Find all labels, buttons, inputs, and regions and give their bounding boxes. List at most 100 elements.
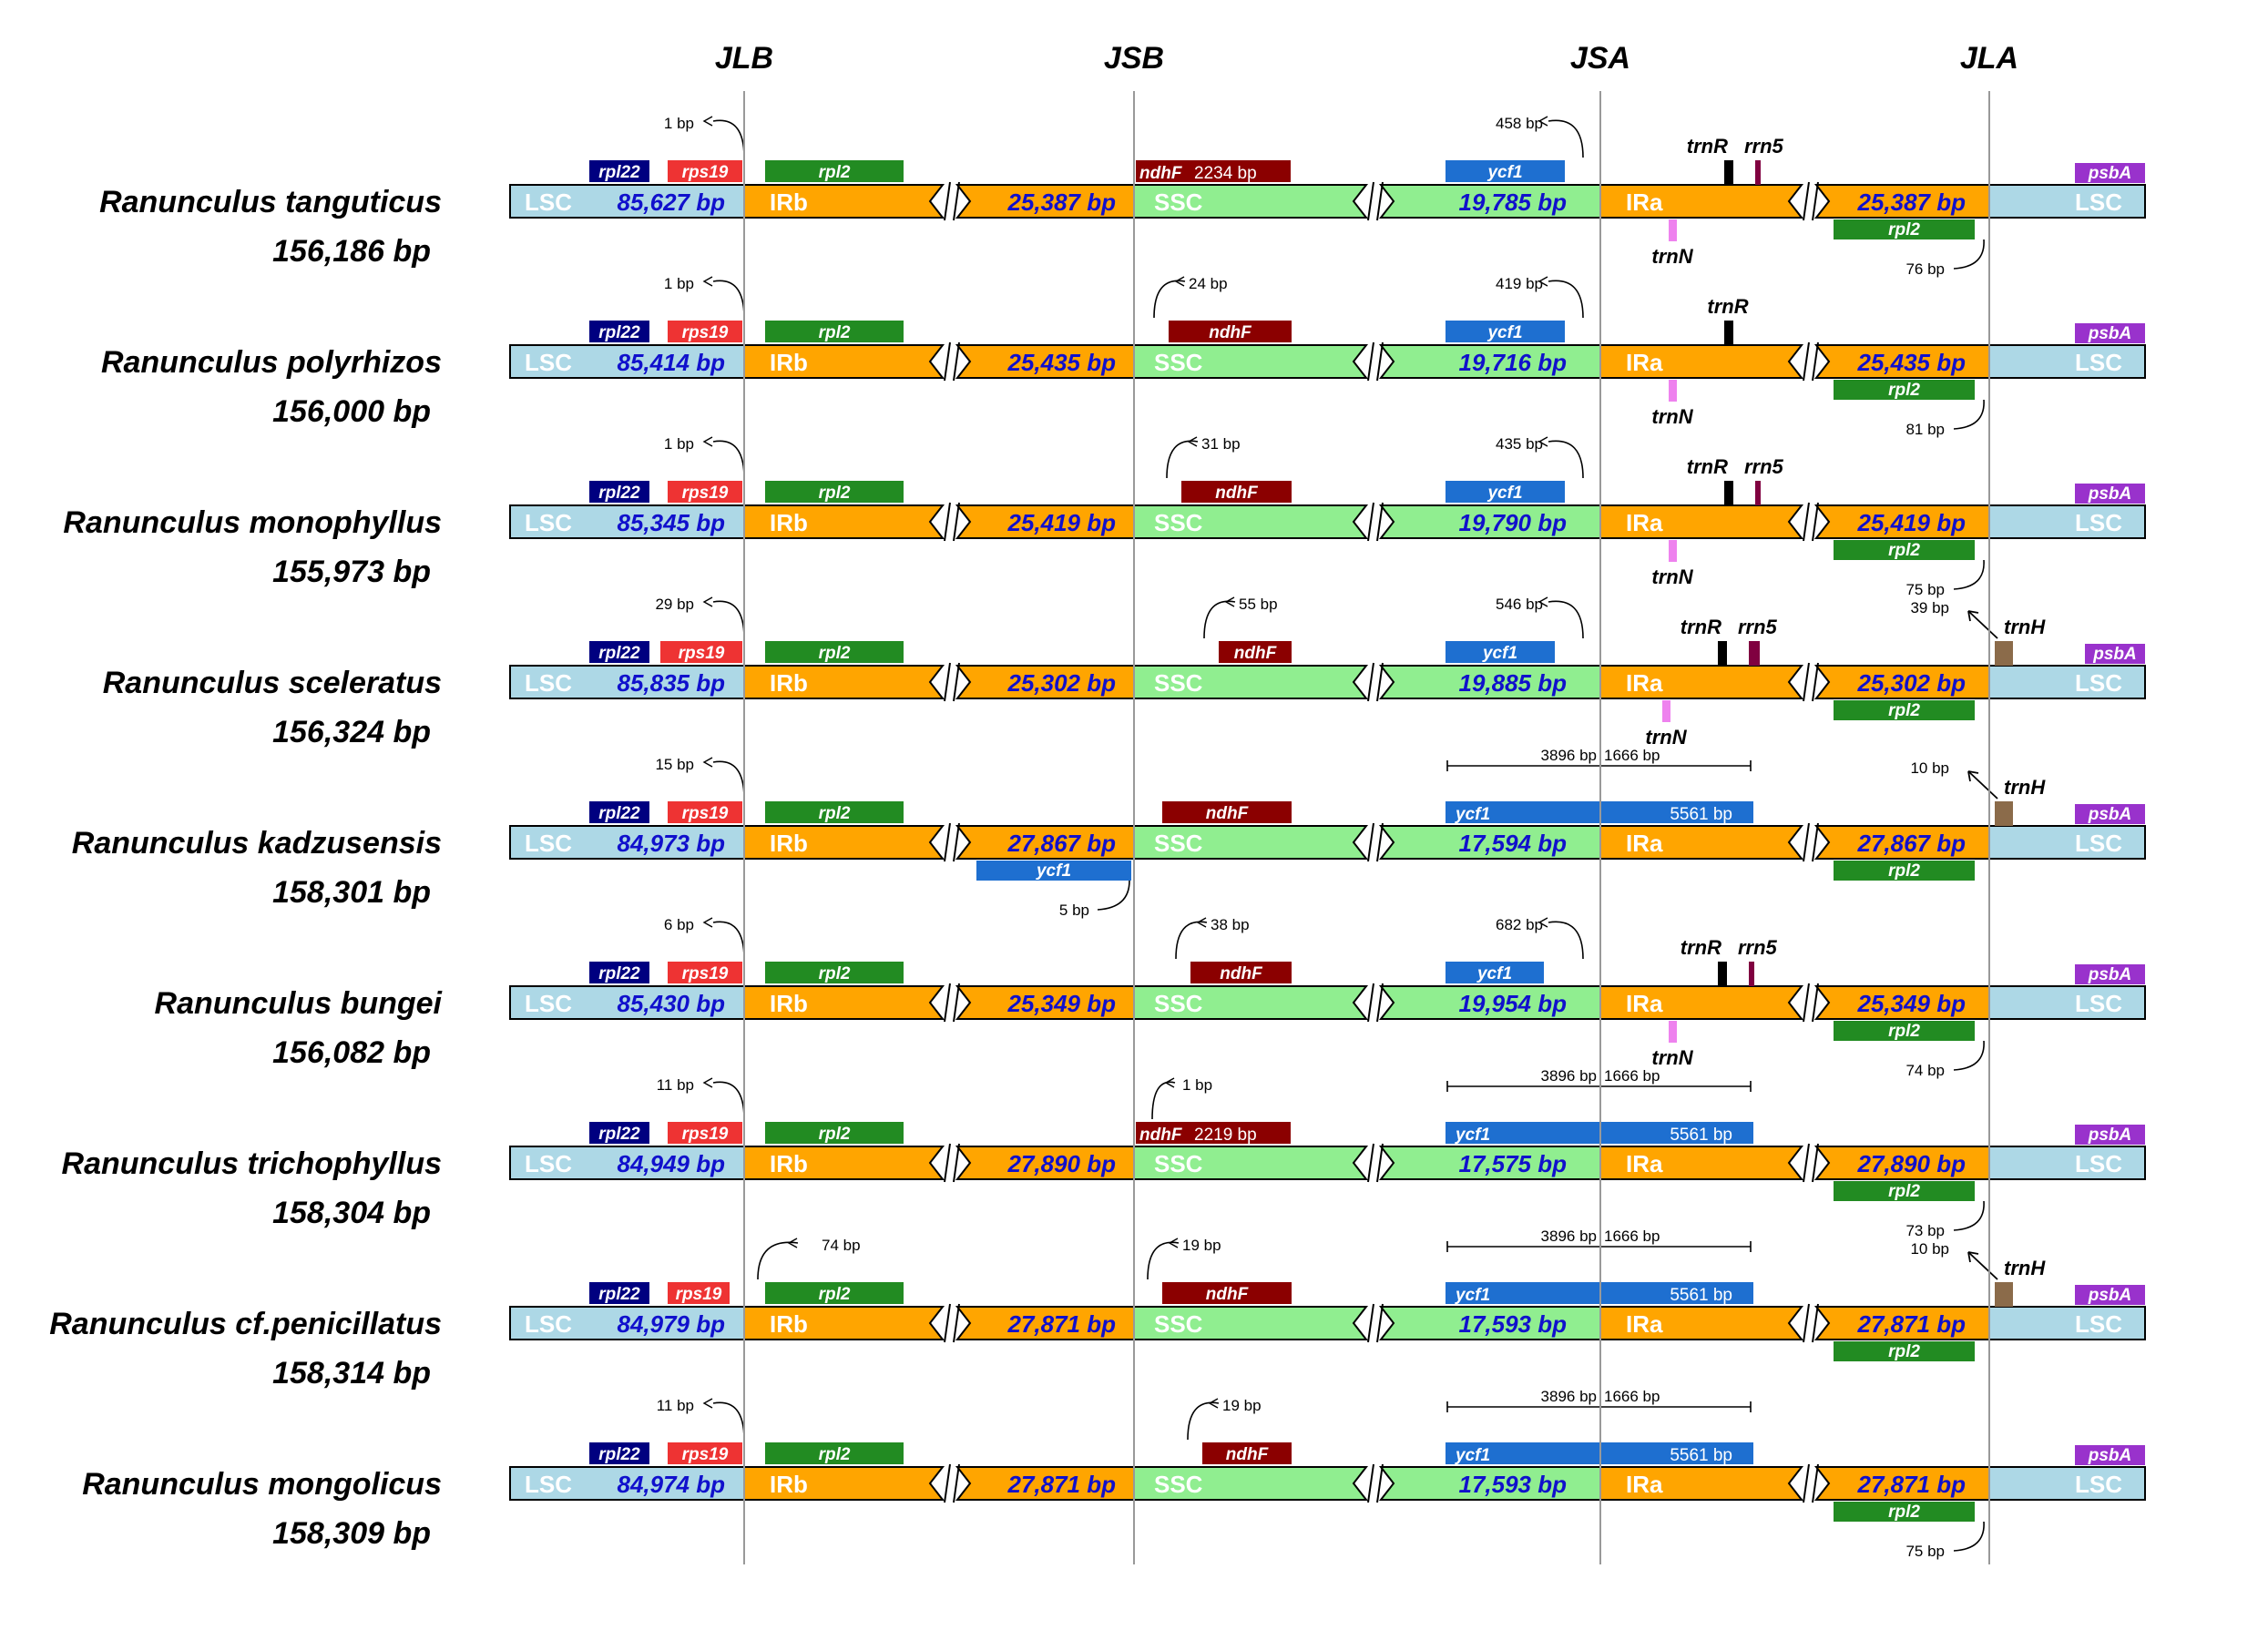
irb-label: IRb [770,1310,808,1338]
ndhf-distance-arrow [1203,600,1236,639]
rps19-gene-label: rps19 [682,1445,729,1464]
ndhf-distance-arrowhead [1174,276,1185,287]
rpl22-gene-label: rpl22 [598,964,640,983]
break-mark [1367,822,1374,862]
rpl22-gene [589,160,649,182]
ira-label: IRa [1626,830,1663,857]
lsc-label: LSC [525,1150,572,1177]
ycf1-gene [1446,321,1565,342]
lsc-label-right: LSC [2075,349,2122,376]
ssc-length: 17,593 bp [1458,1471,1567,1498]
break-mark [1803,1143,1810,1183]
rps19-distance-arrow [712,1081,745,1120]
junction-label-jsb: JSB [1104,41,1164,76]
irb-length: 27,890 bp [1006,1150,1116,1177]
lsc-label-right: LSC [2075,188,2122,216]
psba-gene [2075,1125,2145,1145]
lsc-length: 84,949 bp [617,1150,725,1177]
rps19-gene [668,962,742,983]
break-mark [1812,822,1819,862]
ira-label: IRa [1626,669,1663,697]
ycf1-distance-arrowhead [1538,116,1548,127]
irb-label: IRb [770,349,808,376]
rpl22-gene [589,481,649,503]
ycf1-distance-arrow [1548,921,1584,960]
psba-gene [2075,1285,2145,1305]
break-mark [944,1463,951,1503]
break-mark [1376,181,1384,221]
ycf1-distance-arrow [1548,280,1584,319]
rpl2-distance-bp: 76 bp [1905,260,1945,278]
break-mark [953,502,960,542]
rpl22-gene-label: rpl22 [598,163,640,182]
rps19-distance-arrow [712,921,745,960]
ndhf-gene [1162,801,1292,823]
psba-gene-label: psbA [2088,324,2132,343]
break-mark [1367,1143,1374,1183]
trnh-arrow [1967,1251,1998,1280]
lsc-segment-left [509,1466,745,1501]
trnn-label: trnN [1651,245,1693,268]
rpl2-gene-ira-label: rpl2 [1888,701,1920,720]
lsc-segment-left [509,184,745,219]
rps19-distance-bp: 1 bp [664,115,694,132]
rps19-distance-arrow [712,1401,745,1441]
species-row: Ranunculus bungei 156,082 bp LSC 85,430 bp I… [155,916,2146,1079]
trnn-gene [1669,1021,1677,1043]
ndhf-gene [1162,1282,1292,1304]
rps19-distance-arrowhead [702,436,713,447]
rpl2-distance-arrow [1953,239,1985,270]
break-mark [1367,983,1374,1023]
rps19-gene [660,641,742,663]
psba-gene-label: psbA [2088,164,2132,183]
rrn5-label: rrn5 [1744,455,1784,478]
trnh-arrow [1967,610,1998,639]
ycf1-distance-bp: 458 bp [1496,115,1543,132]
rpl2-gene-irb [765,1122,904,1144]
ssc-length: 19,785 bp [1458,188,1567,216]
ira-length: 25,349 bp [1856,990,1966,1017]
rpl2-distance-bp: 74 bp [1905,1062,1945,1079]
rpl22-gene [589,962,649,983]
ssc-length: 19,885 bp [1458,669,1567,697]
irb-label: IRb [770,990,808,1017]
rps19-gene [668,481,742,503]
ssc-length: 19,716 bp [1458,349,1567,376]
ycf1-pseudo-arrow [1097,880,1130,911]
species-row: Ranunculus cf.penicillatus 158,314 bp LSC 8… [49,1228,2146,1391]
break-mark [953,181,960,221]
ira-segment-2 [1813,985,1990,1020]
rpl2-gene-irb [765,1442,904,1464]
species-name: Ranunculus cf.penicillatus [49,1307,442,1341]
irb-label: IRb [770,669,808,697]
ndhf-distance-arrow [1175,921,1208,960]
lsc-label: LSC [525,1310,572,1338]
irb-length: 27,871 bp [1006,1471,1116,1498]
ssc-segment-2 [1378,1306,1601,1340]
ycf1-label: ycf1 [1455,805,1490,824]
break-mark [1367,341,1374,382]
ndhf-gene-label: ndhF [1220,964,1263,983]
lsc-segment-left [509,985,745,1020]
trnr-gene [1718,641,1727,666]
ssc-length: 19,790 bp [1458,509,1567,536]
rpl2-gene-irb-label: rpl2 [819,1285,851,1304]
species-row: Ranunculus polyrhizos 156,000 bp LSC 85,414… [101,275,2146,438]
rpl2-distance-arrow [1953,559,1985,590]
ira-label: IRa [1626,188,1663,216]
rps19-distance-bp: 1 bp [664,435,694,453]
genome-size: 158,301 bp [272,875,431,910]
ira-segment-2 [1813,665,1990,699]
ndhf-distance-bp: 19 bp [1222,1397,1262,1414]
ssc-label: SSC [1154,830,1203,857]
ssc-segment-2 [1378,1146,1601,1180]
genome-size: 158,304 bp [272,1196,431,1230]
lsc-label-right: LSC [2075,1471,2122,1498]
rps19-gene-label: rps19 [682,484,729,503]
ndhf-label: ndhF [1139,1126,1183,1145]
psba-gene [2075,484,2145,504]
trnh-arrowhead [1967,1251,1979,1263]
break-mark [1812,1303,1819,1343]
trnn-gene [1669,219,1677,241]
trnh-label: trnH [2004,776,2046,799]
